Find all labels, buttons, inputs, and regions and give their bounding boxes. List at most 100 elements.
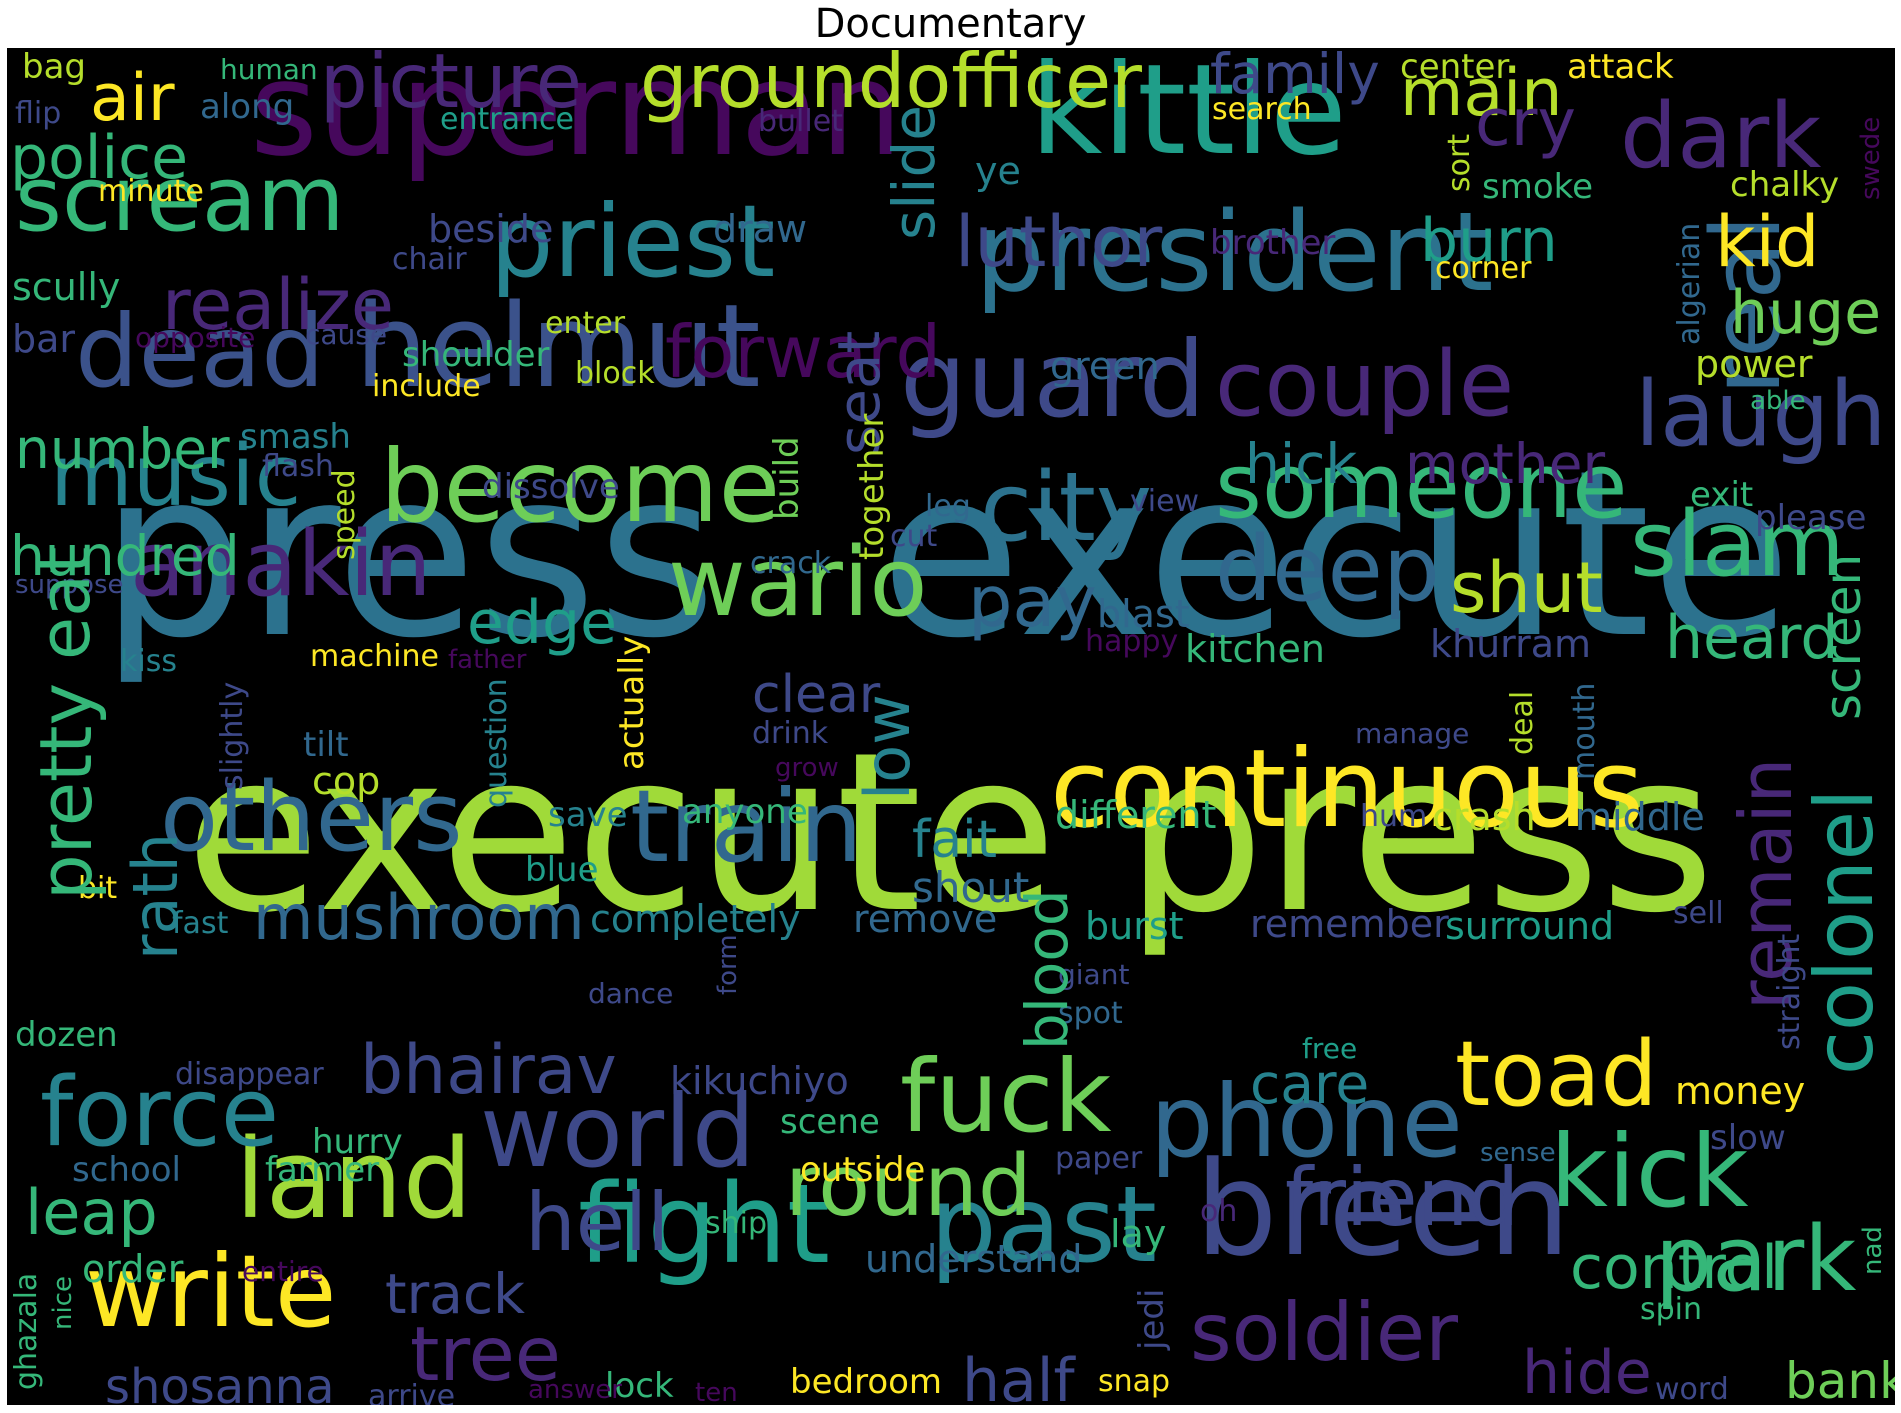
cloud-word: remove — [853, 897, 998, 942]
cloud-word: nad — [1858, 1226, 1888, 1275]
cloud-word: cause — [305, 318, 388, 352]
cloud-word: hurry — [312, 1122, 403, 1163]
cloud-word: exit — [1690, 475, 1754, 516]
cloud-word: opposite — [135, 321, 256, 355]
cloud-word: view — [1130, 483, 1200, 519]
cloud-word: write — [85, 1233, 337, 1350]
cloud-word: dozen — [15, 1015, 118, 1056]
cloud-word: deal — [1505, 690, 1540, 755]
cloud-word: school — [72, 1150, 182, 1191]
cloud-word: slow — [1710, 1118, 1786, 1159]
cloud-word: half — [962, 1346, 1075, 1405]
cloud-word: scream — [15, 146, 345, 252]
cloud-word: pay — [968, 561, 1097, 644]
cloud-word: mother — [1405, 432, 1606, 497]
cloud-word: main — [1400, 56, 1563, 132]
cloud-word: blast — [1097, 592, 1190, 637]
cloud-word: oh — [1200, 1193, 1238, 1229]
cloud-word: superman — [250, 48, 903, 185]
cloud-word: picture — [320, 48, 582, 125]
cloud-word: execute — [185, 705, 1058, 962]
cloud-word: cry — [1475, 86, 1576, 162]
cloud-word: together — [852, 413, 892, 560]
cloud-word: sell — [1673, 895, 1724, 931]
cloud-word: answer — [528, 1374, 622, 1405]
cloud-word: include — [372, 368, 481, 404]
cloud-word: human — [220, 53, 318, 87]
cloud-word: arrive — [368, 1378, 456, 1405]
cloud-word: pretty — [24, 682, 108, 900]
cloud-word: kiss — [120, 643, 177, 679]
cloud-word: leg — [925, 488, 971, 524]
cloud-word: bag — [22, 48, 86, 88]
cloud-word: kikuchiyo — [670, 1059, 849, 1104]
cloud-word: understand — [865, 1237, 1083, 1282]
cloud-word: suppose — [15, 569, 124, 600]
cloud-word: ghazala — [9, 1272, 44, 1390]
cloud-word: kittle — [1030, 48, 1347, 183]
cloud-word: outside — [800, 1150, 926, 1191]
cloud-word: brother — [1210, 223, 1336, 264]
cloud-word: search — [1212, 91, 1312, 127]
cloud-word: tilt — [303, 725, 349, 766]
cloud-word: question — [479, 678, 514, 808]
cloud-word: fait — [912, 810, 998, 871]
cloud-word: spin — [1640, 1291, 1703, 1327]
word-cloud: press execute execute press superman kittle pr… — [7, 48, 1895, 1405]
cloud-word: father — [448, 644, 527, 675]
cloud-word: please — [1755, 498, 1867, 539]
cloud-word: block — [575, 355, 655, 391]
cloud-word: lay — [1110, 1212, 1167, 1257]
cloud-word: along — [200, 87, 295, 128]
cloud-word: ten — [695, 1377, 738, 1405]
cloud-word: phone — [1150, 1063, 1463, 1180]
cloud-word: press — [1125, 705, 1715, 962]
cloud-word: deep — [1215, 516, 1440, 622]
cloud-word: burn — [1420, 206, 1558, 277]
cloud-word: completely — [590, 897, 801, 942]
cloud-word: dance — [588, 977, 674, 1011]
cloud-word: form — [713, 934, 743, 995]
cloud-word: luthor — [955, 201, 1163, 284]
cloud-word: shoulder — [402, 335, 550, 376]
cloud-word: kick — [1550, 1113, 1749, 1230]
cloud-word: land — [235, 1115, 473, 1244]
cloud-word: become — [380, 428, 781, 545]
cloud-word: fight — [578, 1160, 830, 1289]
cloud-word: mushroom — [253, 880, 585, 954]
cloud-word: hell — [525, 1175, 670, 1269]
cloud-word: fast — [172, 905, 229, 941]
cloud-word: rath — [119, 832, 192, 960]
cloud-word: hundred — [10, 524, 240, 589]
cloud-word: tree — [410, 1309, 561, 1398]
cloud-word: manage — [1355, 717, 1470, 751]
cloud-word: mouth — [1567, 682, 1602, 780]
cloud-word: city — [980, 452, 1153, 563]
cloud-word: ye — [975, 149, 1021, 194]
cloud-word: khurram — [1430, 622, 1592, 667]
cloud-word: soldier — [1190, 1285, 1458, 1379]
cloud-word: crash — [1432, 795, 1536, 840]
cloud-word: disappear — [175, 1056, 324, 1092]
cloud-word: dark — [1620, 83, 1822, 189]
cloud-word: edge — [467, 588, 617, 659]
cloud-word: smash — [240, 417, 351, 458]
cloud-word: flip — [15, 95, 62, 131]
cloud-word: paper — [1055, 1140, 1143, 1176]
cloud-word: continuous — [1050, 726, 1644, 852]
cloud-word: straight — [1772, 933, 1807, 1050]
cloud-word: kid — [1715, 201, 1820, 284]
cloud-word: green — [1050, 344, 1160, 389]
cloud-word: beside — [428, 207, 554, 252]
cloud-word: music — [50, 426, 302, 526]
cloud-word: happy — [1085, 623, 1179, 659]
cloud-word: force — [40, 1057, 280, 1168]
cloud-word: past — [930, 1164, 1157, 1287]
cloud-word: bit — [78, 870, 118, 906]
cloud-word: bar — [12, 317, 76, 362]
cloud-word: anakin — [130, 511, 432, 617]
cloud-word: drink — [752, 715, 829, 751]
cloud-word: smoke — [1482, 167, 1594, 208]
cloud-word: shut — [1450, 547, 1603, 630]
cloud-word: able — [1750, 385, 1806, 416]
